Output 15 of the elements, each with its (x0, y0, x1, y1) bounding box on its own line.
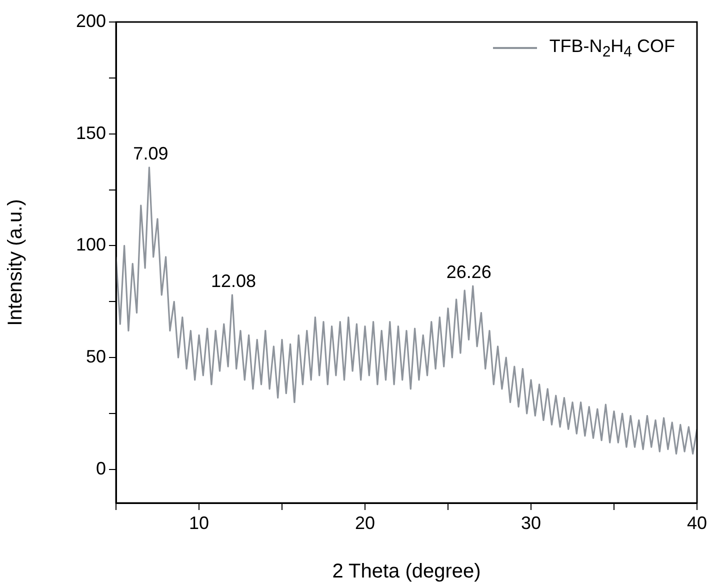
y-tick-label: 50 (86, 346, 106, 367)
annotation: 26.26 (446, 262, 492, 282)
y-tick-label: 100 (76, 234, 106, 255)
y-tick-label: 200 (76, 10, 106, 31)
annotation: 12.08 (211, 270, 256, 291)
y-tick-label: 0 (96, 458, 106, 478)
x-tick-label: 10 (188, 512, 210, 533)
x-tick-label: 20 (354, 512, 376, 533)
x-tick-label: 30 (520, 512, 542, 533)
legend-label: TFB-N$_{2}$H$_{4}$ COF (549, 36, 675, 61)
x-tick-label: 40 (686, 512, 708, 533)
y-tick-label: 150 (76, 122, 106, 143)
x-axis-title: 2 Theta (degree) (332, 560, 481, 583)
y-axis-title: Intensity (a.u.) (4, 199, 27, 326)
annotation: 7.09 (133, 143, 168, 164)
